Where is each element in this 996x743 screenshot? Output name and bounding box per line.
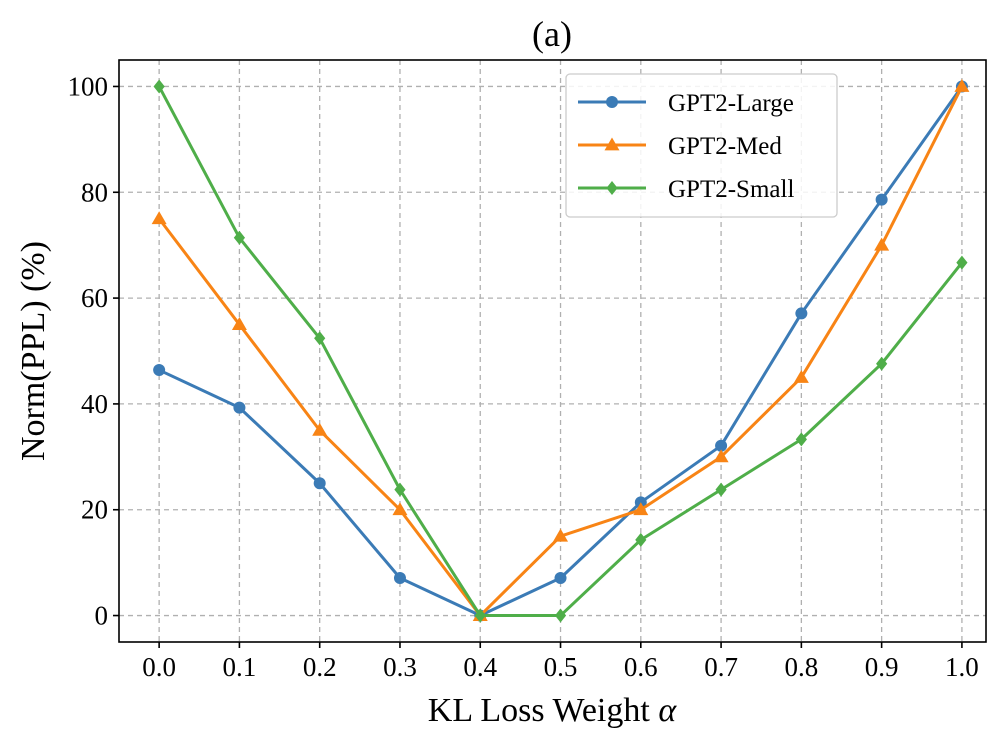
data-point-gpt2-med <box>874 237 890 251</box>
x-tick-label: 0.9 <box>865 652 899 682</box>
y-axis-title: Norm(PPL) (%) <box>15 241 52 461</box>
data-point-gpt2-small <box>956 255 968 270</box>
data-point-gpt2-med <box>151 211 167 225</box>
y-tick-label: 0 <box>95 601 109 631</box>
data-point-gpt2-med <box>231 317 247 330</box>
data-point-gpt2-large <box>554 571 567 584</box>
data-point-gpt2-small <box>715 482 727 497</box>
x-tick-label: 0.3 <box>383 652 417 682</box>
legend: GPT2-Large GPT2-Med GPT2-Small <box>565 73 838 218</box>
data-point-gpt2-large <box>313 477 326 490</box>
x-axis-title-symbol: α <box>658 692 677 729</box>
legend-label-gpt2-med: GPT2-Med <box>668 133 782 160</box>
data-point-gpt2-med <box>793 369 809 383</box>
data-point-gpt2-med <box>312 422 328 436</box>
grid <box>119 60 986 642</box>
legend-marker-gpt2-small <box>606 181 618 195</box>
y-tick-label: 20 <box>81 495 108 525</box>
data-point-gpt2-med <box>954 78 970 92</box>
data-point-gpt2-small <box>233 230 246 245</box>
data-point-gpt2-small <box>153 79 165 94</box>
data-point-gpt2-small <box>474 608 486 623</box>
data-point-gpt2-large <box>875 193 888 206</box>
x-axis-title-text: KL Loss Weight <box>428 692 651 729</box>
y-tick-label: 40 <box>81 389 108 419</box>
x-tick-label: 0.8 <box>784 652 818 682</box>
y-tick-label: 100 <box>68 71 109 101</box>
data-point-gpt2-med <box>713 449 729 463</box>
data-point-gpt2-small <box>554 608 567 623</box>
chart-title: (a) <box>532 14 572 54</box>
x-tick-label: 0.6 <box>624 652 658 682</box>
legend-label-gpt2-large: GPT2-Large <box>668 90 794 117</box>
data-point-gpt2-med <box>553 528 569 542</box>
data-point-gpt2-med <box>392 502 408 516</box>
data-point-gpt2-small <box>314 331 326 346</box>
data-point-gpt2-small <box>394 482 406 497</box>
series-layer <box>151 78 970 623</box>
y-tick-label: 60 <box>81 283 108 313</box>
series-gpt2-large <box>153 80 968 622</box>
x-tick-label: 0.7 <box>704 652 738 682</box>
data-point-gpt2-small <box>795 432 807 447</box>
series-gpt2-med <box>151 78 970 621</box>
x-tick-label: 0.1 <box>223 652 257 682</box>
legend-entry-gpt2-large: GPT2-Large <box>578 90 794 117</box>
legend-box <box>565 73 838 218</box>
data-point-gpt2-small <box>876 356 888 371</box>
data-point-gpt2-med <box>633 502 649 516</box>
data-point-gpt2-large <box>393 571 406 584</box>
legend-marker-gpt2-large <box>606 96 618 108</box>
x-tick-label: 0.2 <box>303 652 337 682</box>
data-point-gpt2-large <box>795 307 808 320</box>
x-tick-label: 0.0 <box>142 652 176 682</box>
series-gpt2-small <box>153 79 968 623</box>
legend-label-gpt2-small: GPT2-Small <box>668 176 794 203</box>
x-tick-label: 0.5 <box>544 652 578 682</box>
data-point-gpt2-large <box>153 364 166 377</box>
legend-entry-gpt2-med: GPT2-Med <box>578 133 782 160</box>
x-tick-label: 0.4 <box>463 652 497 682</box>
y-tick-label: 80 <box>81 177 108 207</box>
data-point-gpt2-large <box>715 439 728 452</box>
x-tick-label: 1.0 <box>945 652 979 682</box>
legend-marker-gpt2-med <box>604 137 620 151</box>
legend-entry-gpt2-small: GPT2-Small <box>578 176 794 203</box>
data-point-gpt2-large <box>233 401 246 414</box>
ticks: 0.0 0.1 0.2 0.3 0.4 0.5 0.6 0.7 0.8 0.9 1.0 0 20 40 60… <box>68 71 979 682</box>
data-point-gpt2-small <box>635 532 647 547</box>
plot-frame <box>118 59 987 643</box>
x-axis-title: KL Loss Weight α <box>428 692 678 729</box>
